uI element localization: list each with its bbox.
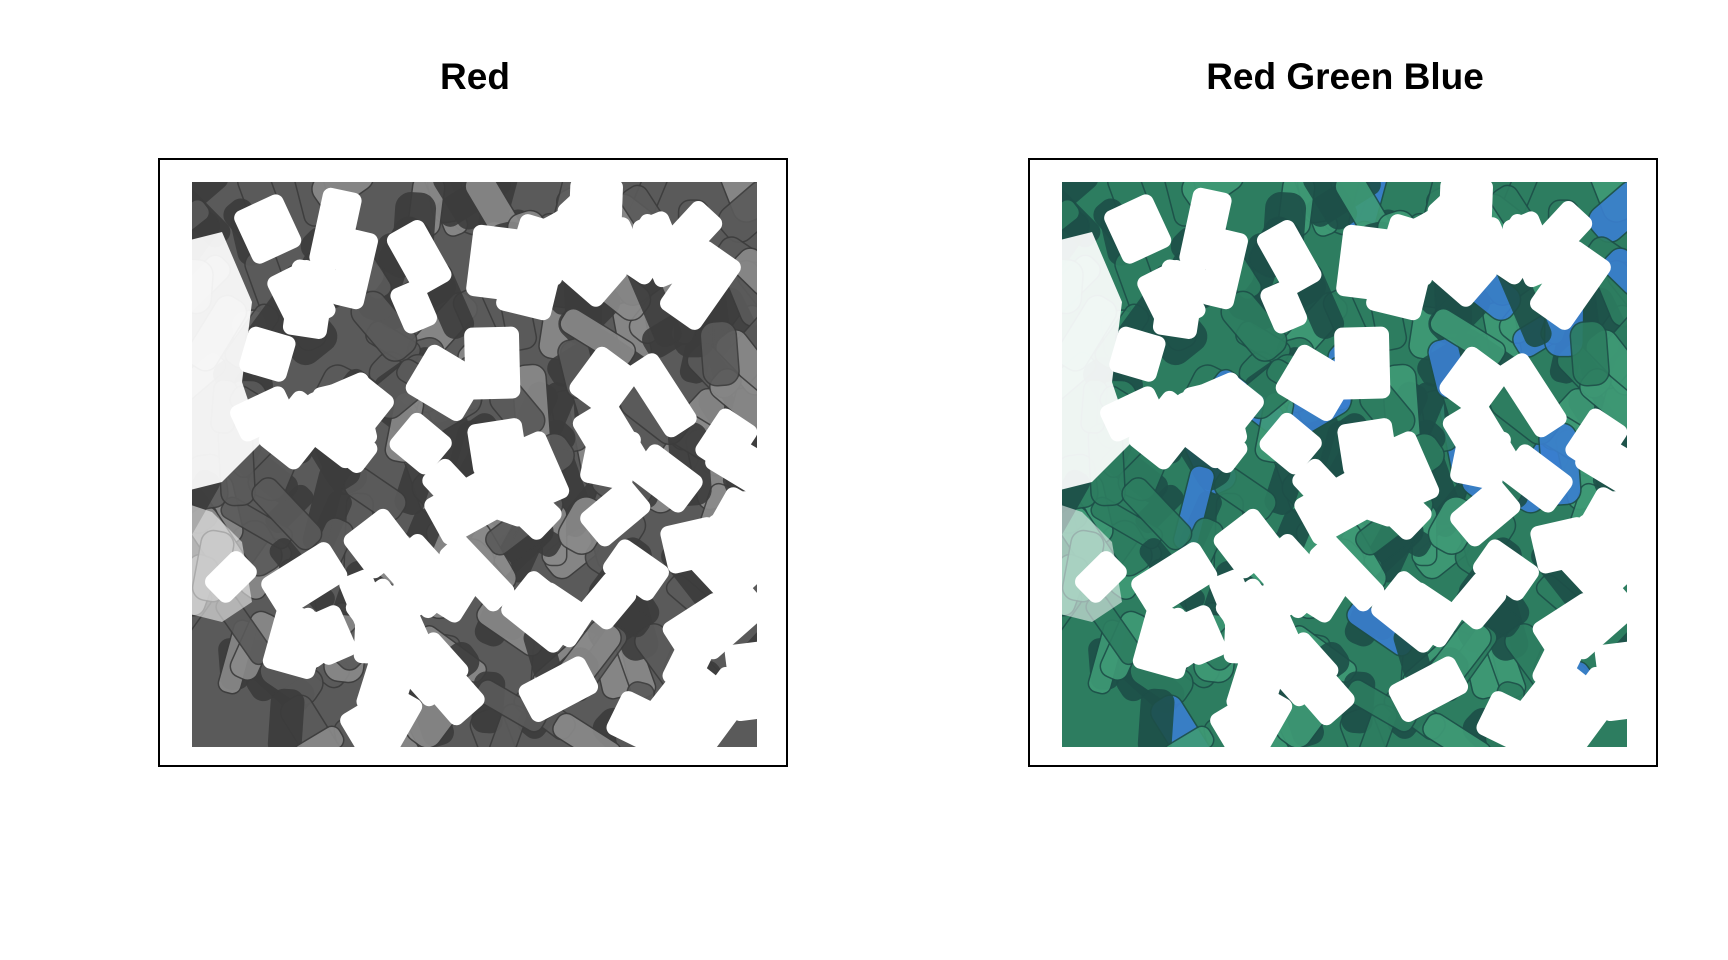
pellet-shape [1429,307,1507,367]
white-blob [1336,224,1401,302]
pellet-shape [699,320,740,387]
white-blob [1371,571,1456,653]
white-blob [1131,542,1218,618]
white-blob [680,666,757,747]
white-blob [1260,280,1308,334]
white-blob [626,353,697,438]
white-blob [239,326,296,382]
white-blob [569,346,640,418]
edge-mask [757,182,766,747]
white-blob [1559,583,1636,660]
white-blob [1179,187,1232,271]
white-blob [429,669,485,726]
white-blob [466,224,531,302]
pellet-shape [1602,247,1636,297]
white-blob [1476,691,1539,747]
white-blob [1210,702,1268,747]
pellet-shape [552,712,622,747]
pellet-shape [1569,320,1610,387]
panel-title-red: Red [440,56,510,97]
pellet-shape [474,679,547,733]
white-blob [1259,412,1322,475]
white-blob [1502,211,1561,288]
white-blob [1439,346,1510,418]
white-blob [501,571,586,653]
white-blob [1309,534,1385,612]
white-blob [205,551,257,603]
white-blob [439,534,515,612]
white-blob [386,220,452,296]
edge-mask [1627,182,1636,747]
white-blob [1530,517,1592,574]
plot-frame-rgb [1028,158,1658,767]
white-blob [689,583,766,660]
white-blob [1299,669,1355,726]
white-blob [309,187,362,271]
pellet-shape [559,307,637,367]
white-blob [1175,372,1253,440]
pellet-shape [292,725,345,747]
plot-frame-red [158,158,788,767]
white-blob [606,691,669,747]
edge-mask [1052,182,1062,747]
white-blob [261,542,348,618]
white-blob [1530,240,1611,330]
white-blob [390,280,438,334]
white-blob [1442,398,1520,486]
white-blob [1240,589,1304,666]
white-blob [660,517,722,574]
red-channel-image [182,182,766,747]
white-blob [340,702,398,747]
pellet-shape [251,477,323,551]
white-blob [1100,386,1166,442]
white-blob [1438,182,1493,240]
white-blob [1294,470,1377,545]
white-blob [230,386,296,442]
white-blob [1075,551,1127,603]
white-blob [1132,603,1199,679]
white-blob [1109,326,1166,382]
panel-title-rgb: Red Green Blue [1206,56,1484,97]
white-blob [1104,194,1172,264]
white-blob [1450,572,1507,630]
white-blob [424,470,507,545]
white-blob [1152,259,1206,339]
edge-mask [182,182,192,747]
white-blob [389,412,452,475]
pellet-shape [1137,688,1175,747]
white-blob [234,194,302,264]
pellet-shape [732,247,766,297]
white-blob [1496,353,1567,438]
pellet-shape [1162,725,1215,747]
white-blob [1256,220,1322,296]
white-blob [343,508,414,579]
white-blob [1472,539,1539,601]
pellet-shape [267,688,305,747]
white-blob [464,326,521,400]
white-blob [282,259,336,339]
pellet-shape [1422,712,1492,747]
white-blob [602,539,669,601]
pellet-shape [1344,679,1417,733]
white-blob [262,603,329,679]
white-blob [1550,666,1627,747]
white-blob [1334,326,1391,400]
white-blob [305,372,383,440]
rgb-composite-image [1052,182,1636,747]
white-blob [370,589,434,666]
white-blob [1388,656,1469,722]
white-blob [572,398,650,486]
white-blob [1213,508,1284,579]
white-blob [518,656,599,722]
pellet-shape [1121,477,1193,551]
white-blob [632,211,691,288]
white-blob [580,572,637,630]
white-blob [580,479,651,547]
white-blob [568,182,623,240]
white-blob [660,240,741,330]
white-blob [1450,479,1521,547]
